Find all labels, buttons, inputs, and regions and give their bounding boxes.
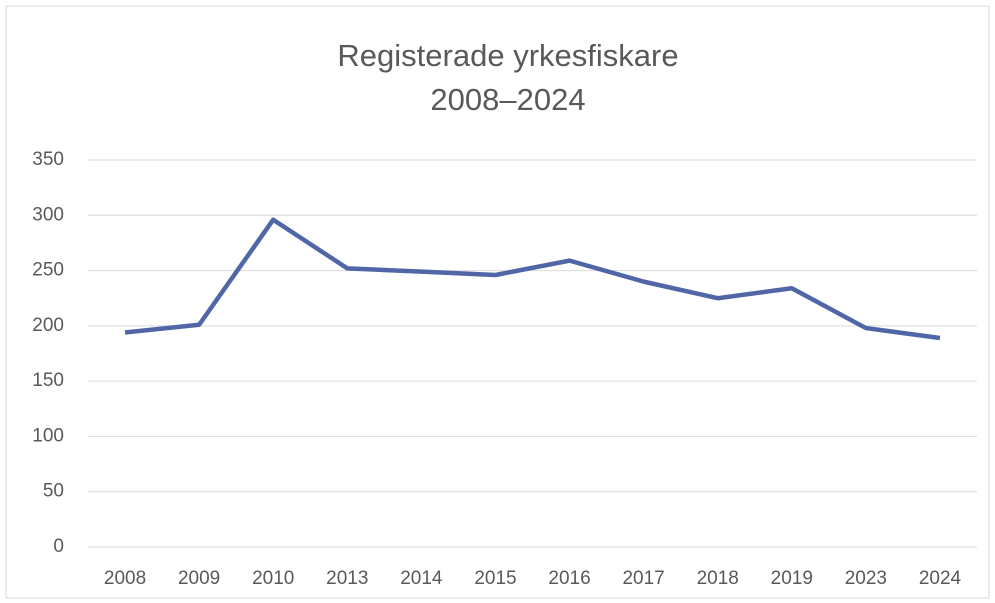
x-tick-label: 2019	[771, 568, 813, 589]
y-tick-label: 200	[32, 315, 64, 336]
chart-subtitle: 2008–2024	[430, 82, 585, 117]
x-tick-label: 2014	[400, 568, 443, 589]
x-tick-label: 2008	[104, 568, 146, 589]
y-tick-label: 150	[32, 370, 64, 391]
y-tick-label: 100	[32, 425, 64, 446]
y-tick-label: 0	[53, 536, 64, 557]
y-tick-label: 350	[32, 149, 64, 170]
x-tick-label: 2017	[622, 568, 664, 589]
x-tick-label: 2024	[919, 568, 962, 589]
y-tick-label: 300	[32, 204, 64, 225]
x-tick-label: 2015	[474, 568, 516, 589]
chart-border	[5, 5, 990, 599]
x-tick-label: 2018	[697, 568, 739, 589]
chart-title: Registerade yrkesfiskare	[337, 38, 678, 73]
x-tick-label: 2016	[548, 568, 590, 589]
line-series	[124, 217, 941, 341]
x-tick-label: 2013	[326, 568, 368, 589]
x-tick-label: 2023	[845, 568, 887, 589]
y-tick-label: 50	[43, 481, 64, 502]
x-tick-label: 2009	[178, 568, 220, 589]
x-tick-label: 2010	[252, 568, 294, 589]
y-tick-label: 250	[32, 260, 64, 281]
